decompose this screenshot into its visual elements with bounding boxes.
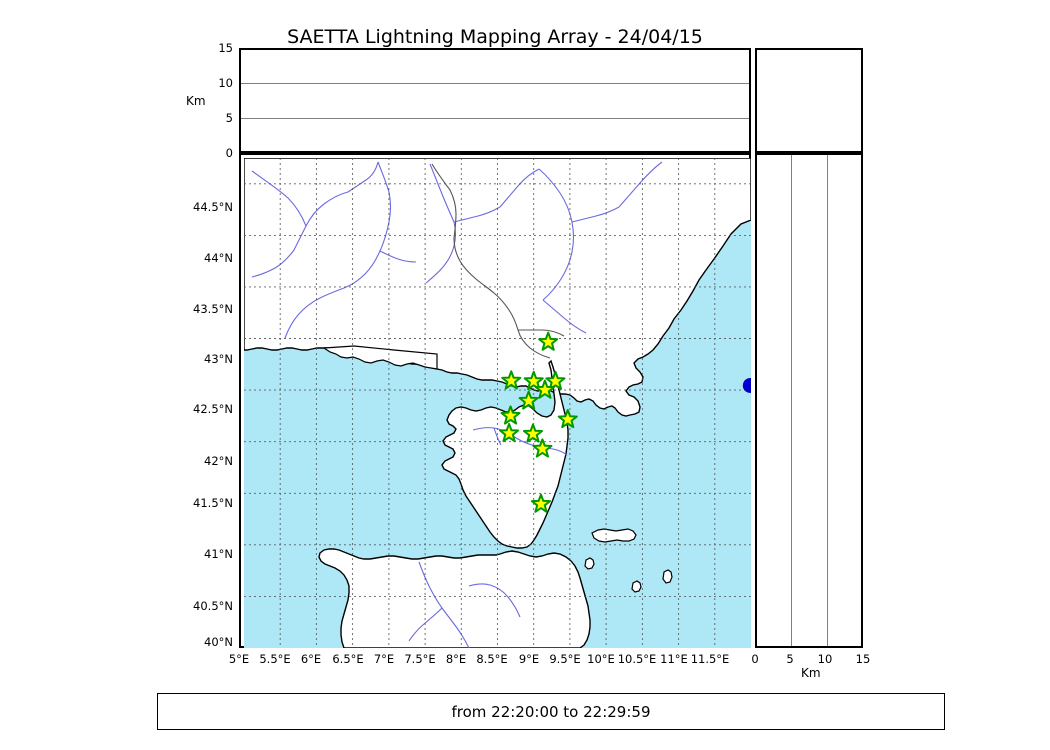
- map-gridlines: [243, 157, 751, 648]
- map-xtick-9_5: 9.5°E: [549, 652, 581, 666]
- station-star-marker[interactable]: [500, 404, 521, 425]
- map-ytick-44_5: 44.5°N: [193, 200, 233, 214]
- map-xtick-7: 7°E: [373, 652, 395, 666]
- river-corsica: [472, 426, 567, 455]
- map-xtick-6: 6°E: [300, 652, 322, 666]
- station-star-marker[interactable]: [522, 422, 543, 443]
- map-ytick-44: 44°N: [204, 251, 233, 265]
- map-xtick-6_5: 6.5°E: [332, 652, 364, 666]
- top-panel-ytick-5: 5: [225, 111, 233, 125]
- map-ytick-40_5: 40.5°N: [193, 599, 233, 613]
- map-xtick-8: 8°E: [445, 652, 467, 666]
- right-panel-xtick-10: 10: [817, 652, 833, 666]
- station-star-marker[interactable]: [518, 389, 539, 410]
- station-star-marker[interactable]: [500, 369, 521, 390]
- map-xtick-9: 9°E: [518, 652, 540, 666]
- top-panel-ytick-10: 10: [218, 76, 233, 90]
- island-sardinia: [317, 547, 591, 648]
- top-altitude-panel: [239, 48, 751, 153]
- map-xtick-10_5: 10.5°E: [617, 652, 657, 666]
- corner-panel: [755, 48, 863, 153]
- top-panel-ylabel: Km: [186, 94, 206, 108]
- map-panel[interactable]: [239, 153, 751, 648]
- top-panel-ytick-0: 0: [225, 146, 233, 160]
- map-ytick-41_5: 41.5°N: [193, 496, 233, 510]
- map-ytick-41: 41°N: [204, 547, 233, 561]
- map-xtick-5_5: 5.5°E: [259, 652, 291, 666]
- map-xtick-8_5: 8.5°E: [476, 652, 508, 666]
- vhf-source-dot[interactable]: [742, 377, 751, 393]
- right-panel-xtick-15: 15: [855, 652, 871, 666]
- station-star-marker[interactable]: [531, 437, 552, 458]
- map-canvas: [243, 157, 751, 648]
- right-panel-xtick-0: 0: [751, 652, 759, 666]
- page-title: SAETTA Lightning Mapping Array - 24/04/1…: [287, 26, 703, 48]
- right-panel-xlabel: Km: [801, 666, 821, 680]
- rivers-mainland: [251, 161, 662, 338]
- map-ytick-43_5: 43.5°N: [193, 302, 233, 316]
- top-panel-ytick-15: 15: [218, 41, 233, 55]
- island-giglio: [661, 568, 673, 584]
- island-montecristo: [630, 579, 642, 593]
- coast-detail-southfrance: [321, 344, 438, 370]
- right-panel-xtick-5: 5: [786, 652, 794, 666]
- map-ytick-43: 43°N: [204, 352, 233, 366]
- map-ytick-42: 42°N: [204, 454, 233, 468]
- time-range-status-box: from 22:20:00 to 22:29:59: [157, 693, 945, 730]
- top-panel-gridline-5: [241, 118, 749, 119]
- right-altitude-panel: [755, 153, 863, 648]
- map-xtick-7_5: 7.5°E: [404, 652, 436, 666]
- map-ytick-42_5: 42.5°N: [193, 402, 233, 416]
- right-panel-gridline-5: [791, 155, 793, 646]
- station-star-marker[interactable]: [557, 408, 578, 428]
- source-markers[interactable]: [742, 377, 751, 393]
- country-borders: [431, 163, 564, 359]
- island-elba: [590, 527, 637, 543]
- map-geography: [243, 157, 751, 648]
- station-star-marker[interactable]: [530, 493, 551, 513]
- time-range-text: from 22:20:00 to 22:29:59: [451, 702, 651, 721]
- map-ytick-40: 40°N: [204, 635, 233, 649]
- island-capraia: [583, 556, 595, 570]
- right-panel-gridline-10: [826, 155, 828, 646]
- station-star-marker[interactable]: [537, 331, 558, 351]
- map-xtick-11: 11°E: [660, 652, 688, 666]
- station-star-marker[interactable]: [544, 370, 565, 390]
- station-star-marker[interactable]: [534, 379, 555, 399]
- top-panel-gridline-10: [241, 83, 749, 84]
- station-star-marker[interactable]: [523, 370, 544, 390]
- map-xtick-11_5: 11.5°E: [690, 652, 730, 666]
- station-star-marker[interactable]: [498, 422, 519, 442]
- map-xtick-5: 5°E: [228, 652, 250, 666]
- map-xtick-10: 10°E: [587, 652, 615, 666]
- station-markers[interactable]: [498, 331, 578, 513]
